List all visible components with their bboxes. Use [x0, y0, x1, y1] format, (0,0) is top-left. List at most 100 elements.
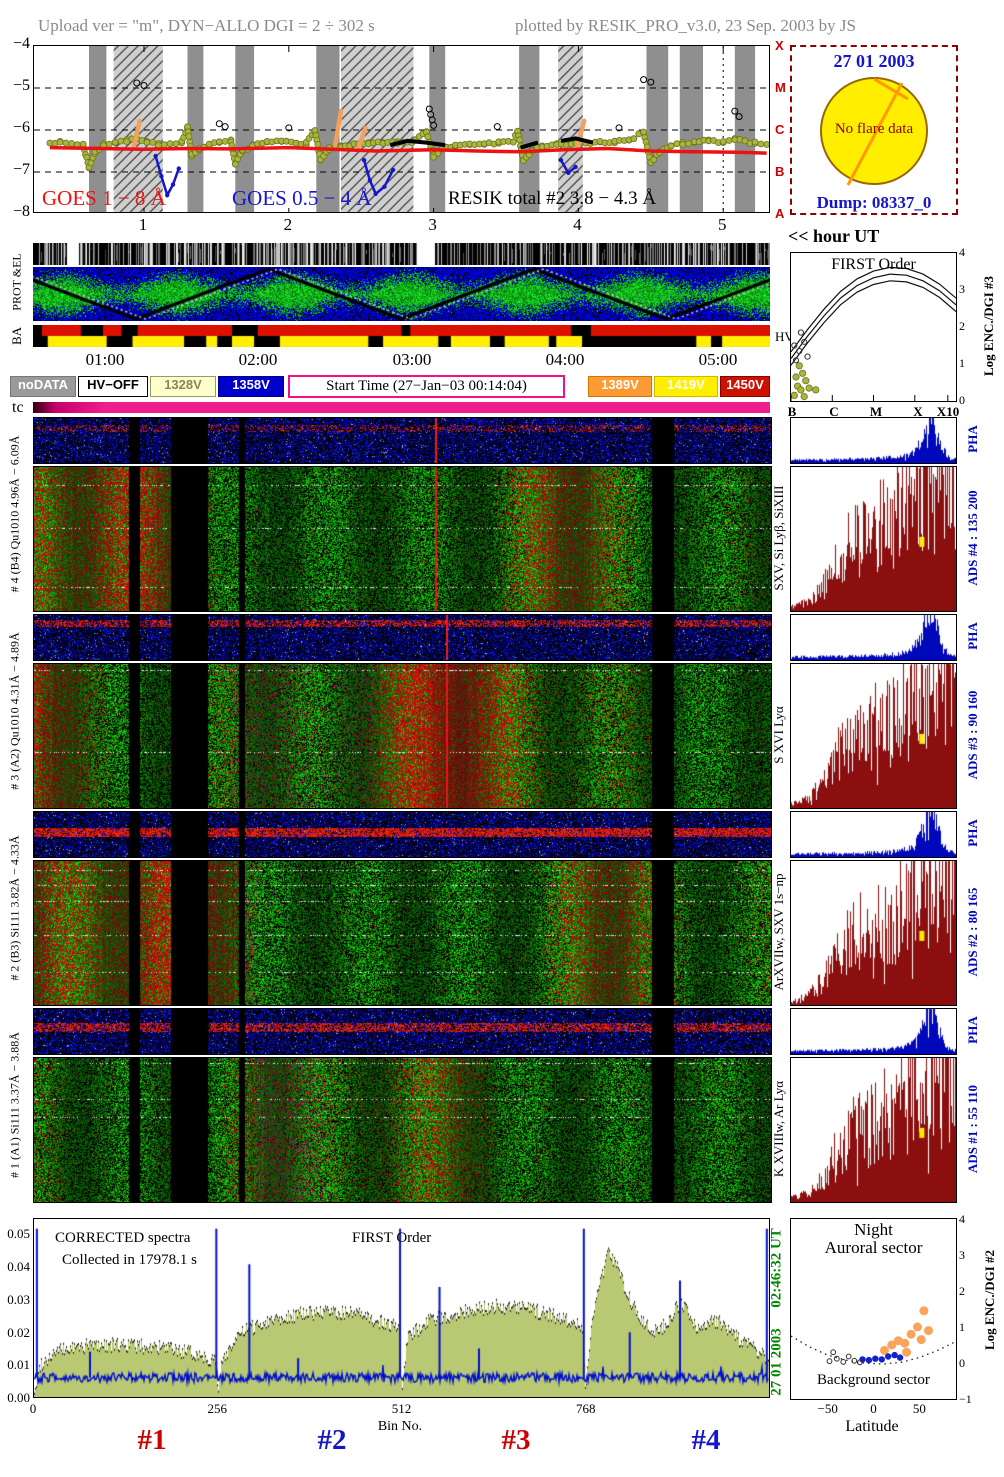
- latitude-axis-label: Latitude: [845, 1418, 899, 1435]
- goes-xtick-1: 1: [138, 215, 148, 234]
- legend-1328V: 1328V: [150, 376, 216, 397]
- goes-class-A: A: [775, 206, 785, 221]
- pha-hist-ch3: [790, 614, 957, 661]
- first-order-ytick-0: 0: [959, 393, 965, 407]
- spectra-ytick-0.00: 0.00: [7, 1390, 30, 1405]
- no-flare-text: No flare data: [834, 121, 914, 137]
- time-tick-05:00: 05:00: [698, 350, 738, 369]
- first-order-ytick-1: 1: [959, 356, 965, 370]
- goes-ytick--8: −8: [12, 203, 30, 220]
- time-tick-01:00: 01:00: [85, 350, 125, 369]
- scatter-ytick--1: −1: [959, 1392, 972, 1406]
- pha-hist-ch1: [790, 1008, 957, 1055]
- first-order-xlabel-B: B: [787, 404, 797, 419]
- side-date-label: 27 01 2003: [768, 1328, 785, 1396]
- spectra-xtick-512: 512: [391, 1401, 412, 1416]
- scatter-xtick--50: −50: [817, 1401, 838, 1416]
- first-order-plot-frame: [790, 252, 957, 402]
- spectra-ytick-0.03: 0.03: [7, 1291, 30, 1307]
- goes-xtick-3: 3: [428, 215, 437, 234]
- channel-4-ads-label: ADS #4 : 135 200: [965, 490, 980, 586]
- goes-ytick--7: −7: [12, 161, 30, 178]
- channel-1-label: # 1 (A1) Si111 3.37Å − 3.88Å: [7, 1031, 22, 1178]
- sun-disk: [820, 77, 928, 185]
- first-order-ytick-4: 4: [959, 245, 965, 259]
- goes-1-8-label: GOES 1 − 8 Å: [42, 186, 166, 210]
- channel-3-lines-label: S XVI Lyα: [771, 706, 786, 764]
- channel-1-ads-label: ADS #1 : 55 110: [965, 1084, 980, 1174]
- spectra-ytick-0.01: 0.01: [7, 1357, 30, 1373]
- collected-time-label: Collected in 17978.1 s: [62, 1252, 197, 1268]
- prot-el-label: PROT &EL: [9, 253, 24, 311]
- spectra-channel-tag-#3: #3: [501, 1424, 531, 1456]
- scatter-xtick-0: 0: [870, 1401, 877, 1416]
- header-plotted-by: plotted by RESIK_PRO_v3.0, 23 Sep. 2003 …: [515, 16, 856, 35]
- goes-class-B: B: [775, 164, 785, 179]
- spectra-ytick-0.05: 0.05: [7, 1226, 30, 1242]
- spectrogram-pha-time-ch1: [33, 1008, 772, 1055]
- scatter-ytick-3: 3: [959, 1248, 965, 1262]
- scatter-ytick-4: 4: [959, 1212, 965, 1226]
- spectrogram-pha-time-ch4: [33, 417, 772, 464]
- first-order-ytick-2: 2: [959, 319, 965, 333]
- spectra-xtick-768: 768: [576, 1401, 596, 1416]
- sun-axis-line: [846, 82, 904, 186]
- ads-hist-ch3: [790, 663, 957, 809]
- channel-2-ads-label: ADS #2 : 80 165: [965, 887, 980, 977]
- bin-no-axis-label: Bin No.: [377, 1419, 423, 1434]
- first-order-xlabel-C: C: [829, 404, 839, 419]
- spectra-xtick-0: 0: [29, 1401, 37, 1416]
- legend-1358V: 1358V: [218, 376, 284, 397]
- hv-label: HV: [775, 329, 794, 344]
- flare-date: 27 01 2003: [833, 51, 915, 71]
- channel-2-pha-label: PHA: [965, 819, 980, 847]
- spectra-channel-tag-#4: #4: [691, 1424, 721, 1456]
- pha-hist-ch2: [790, 811, 957, 858]
- channel-2-label: # 2 (B3) Si111 3.82Å − 4.33Å: [7, 834, 22, 981]
- legend-HV−OFF: HV−OFF: [78, 376, 148, 397]
- spectra-xtick-256: 256: [207, 1401, 228, 1416]
- goes-xtick-2: 2: [283, 215, 293, 234]
- scatter-ytick-0: 0: [959, 1356, 965, 1370]
- side-time-label: 02:46:32 UT: [768, 1228, 785, 1308]
- scatter-ytick-1: 1: [959, 1320, 965, 1334]
- channel-2-lines-label: ArXVIIw, SXV 1s−np: [771, 873, 786, 991]
- spectra-channel-tag-#1: #1: [137, 1424, 167, 1456]
- time-tick-02:00: 02:00: [238, 350, 278, 369]
- channel-1-lines-label: K XVIIIw, Ar Lyα: [771, 1080, 786, 1178]
- first-order-plot: [791, 266, 956, 401]
- goes-class-M: M: [775, 80, 786, 95]
- goes-05-4-label: GOES 0.5 − 4 Å: [232, 186, 372, 210]
- first-order-xlabel-X: X: [913, 404, 923, 419]
- resik-total-label: RESIK total #2 3.8 − 4.3 Å: [448, 188, 657, 209]
- channel-4-lines-label: SXV, Si Lyβ, SiXIII: [771, 485, 786, 591]
- goes-flux-plot: [33, 45, 770, 213]
- legend-noDATA: noDATA: [10, 376, 76, 397]
- first-order-xlabel-X10: X10: [936, 404, 960, 419]
- channel-4-pha-label: PHA: [965, 425, 980, 453]
- first-order-right-axis-label: Log ENC./DGI #3: [981, 275, 996, 377]
- scatter-ytick-2: 2: [959, 1284, 965, 1298]
- spectra-channel-tag-#2: #2: [317, 1424, 347, 1456]
- legend-1389V: 1389V: [588, 376, 652, 397]
- channel-3-ads-label: ADS #3 : 90 160: [965, 690, 980, 780]
- night-label: Night: [854, 1220, 893, 1239]
- goes-xtick-4: 4: [573, 215, 582, 234]
- channel-3-label: # 3 (A2) Qu1010 4.31Å − 4.89Å: [7, 631, 22, 790]
- tc-label: tc: [12, 399, 24, 416]
- sun-disk-graphic: [820, 77, 928, 186]
- latitude-scatter-frame: [790, 1218, 957, 1400]
- corrected-spectra-plot: [34, 1219, 769, 1397]
- spectra-ytick-0.04: 0.04: [7, 1259, 30, 1275]
- goes-class-C: C: [775, 122, 785, 137]
- goes-class-X: X: [775, 38, 784, 53]
- pha-hist-ch4: [790, 417, 957, 464]
- goes-ytick--6: −6: [12, 119, 30, 136]
- background-sector-label: Background sector: [817, 1372, 930, 1388]
- start-time-box: Start Time (27−Jan−03 00:14:04): [288, 375, 565, 398]
- ba-label: BA: [9, 326, 24, 346]
- hour-ut-label: << hour UT: [788, 226, 880, 246]
- first-order-title: FIRST Order: [831, 256, 916, 273]
- spectrogram-main-ch2: [33, 860, 772, 1006]
